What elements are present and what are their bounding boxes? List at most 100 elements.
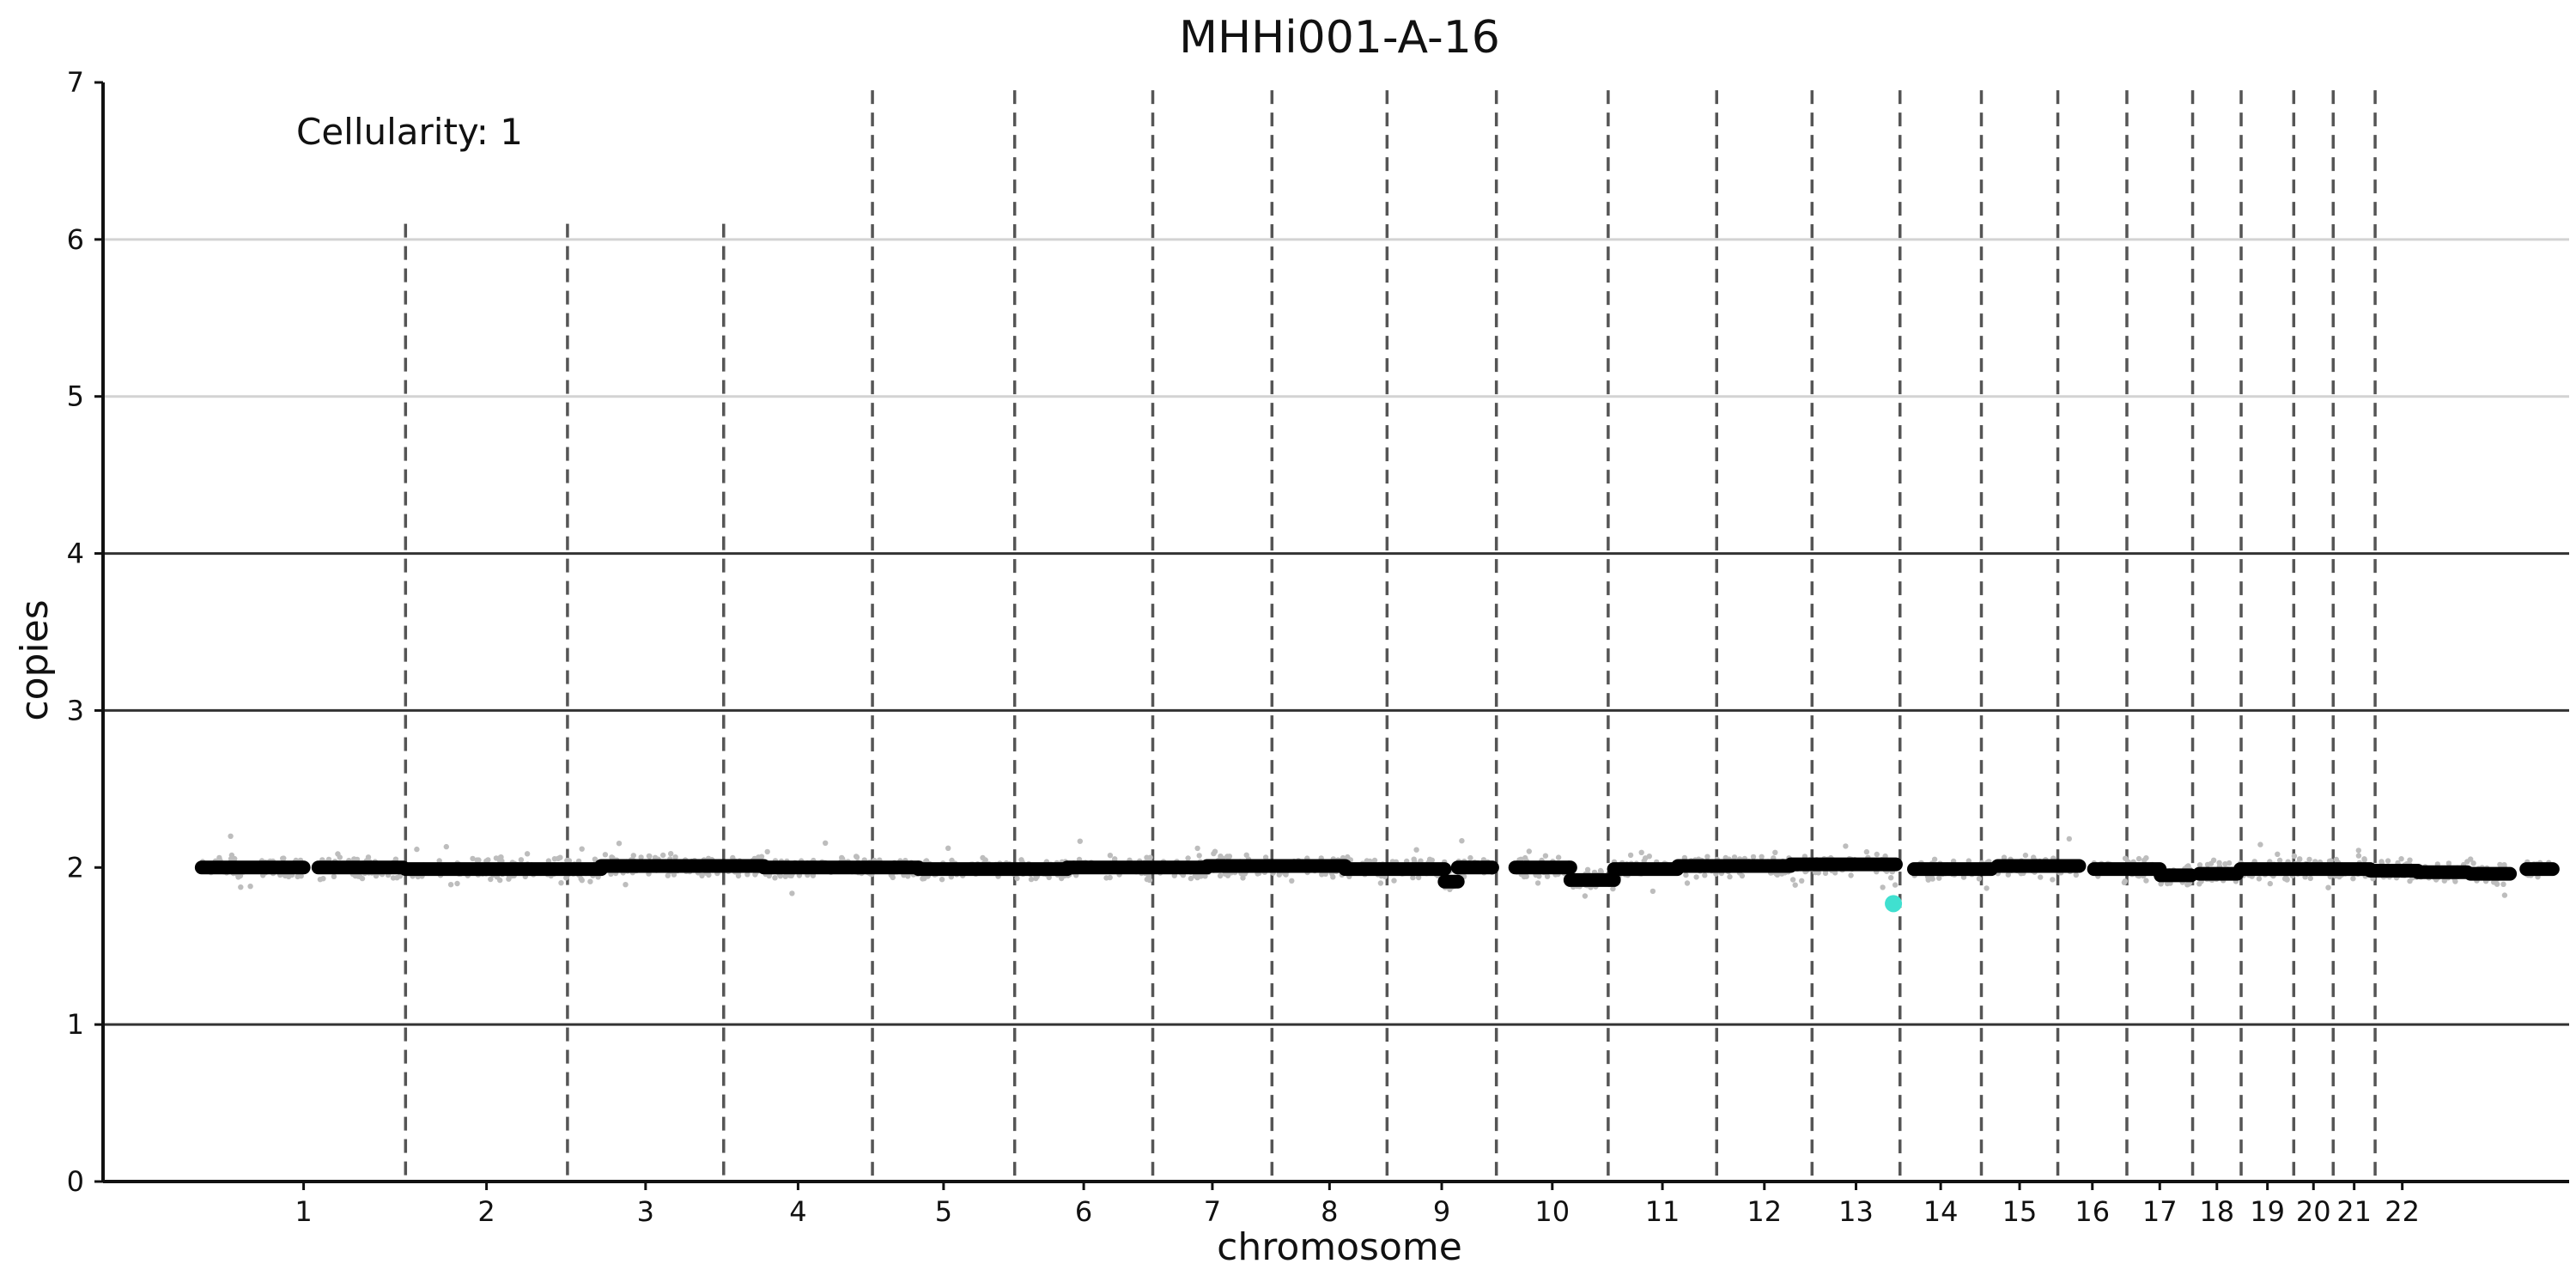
bin-point <box>1931 856 1938 862</box>
bin-point <box>238 884 244 890</box>
bin-point <box>1377 880 1384 886</box>
bin-point <box>2275 851 2281 857</box>
x-tick-label: 15 <box>2002 1195 2038 1228</box>
bin-point <box>1627 852 1634 859</box>
bin-point <box>414 846 420 853</box>
bin-point <box>320 876 326 882</box>
x-tick-label: 6 <box>1075 1195 1092 1228</box>
bin-point <box>1888 875 1894 881</box>
reference-lines <box>103 238 2569 1026</box>
bin-point <box>1146 877 1153 884</box>
bin-point <box>672 854 678 860</box>
bin-point <box>228 833 234 839</box>
bin-point <box>2196 862 2203 868</box>
bin-point <box>2121 879 2128 886</box>
bin-point <box>1289 878 1295 884</box>
bin-point <box>646 853 653 860</box>
bin-point <box>1224 872 1231 878</box>
bin-point <box>397 873 404 879</box>
bin-point <box>630 853 636 859</box>
bin-point <box>2073 872 2079 878</box>
bin-point <box>752 872 758 878</box>
bin-point <box>2470 860 2476 866</box>
bin-point <box>789 890 795 896</box>
bin-point <box>1792 882 1798 888</box>
x-tick-label: 18 <box>2199 1195 2234 1228</box>
x-tick-label: 5 <box>935 1195 952 1228</box>
bin-point <box>2276 857 2283 864</box>
bin-point <box>744 872 750 878</box>
bin-point <box>2398 856 2404 862</box>
bin-point <box>1198 873 1204 879</box>
bin-point <box>281 855 287 861</box>
chart-title: MHHi001-A-16 <box>1179 12 1500 64</box>
bin-point <box>497 877 503 884</box>
bin-point <box>766 872 772 879</box>
bin-point <box>823 840 829 846</box>
y-tick-label: 5 <box>67 380 84 413</box>
bin-point <box>1544 873 1551 879</box>
bin-point <box>1936 875 1942 881</box>
bin-point <box>1984 885 1990 891</box>
x-tick-label: 20 <box>2296 1195 2331 1228</box>
bin-point <box>2355 853 2362 859</box>
bin-point <box>2492 879 2498 885</box>
bin-point <box>1077 838 1084 844</box>
bin-point <box>890 874 896 881</box>
bin-point <box>447 882 454 888</box>
bin-point <box>488 876 494 883</box>
bin-point <box>2307 875 2313 882</box>
y-tick-label: 4 <box>67 538 84 570</box>
bin-point <box>1643 855 1649 861</box>
bin-point <box>564 857 570 864</box>
x-tick-label: 2 <box>477 1195 495 1228</box>
x-tick-label: 1 <box>295 1195 312 1228</box>
bin-point <box>1638 849 1644 855</box>
bin-point <box>982 857 988 863</box>
bin-point <box>2208 860 2215 866</box>
bin-point <box>1772 849 1778 855</box>
bin-point <box>602 852 609 858</box>
x-tick-label: 10 <box>1534 1195 1570 1228</box>
bin-point <box>1536 873 1542 879</box>
bin-point <box>1863 848 1870 855</box>
bin-point <box>1059 875 1065 882</box>
bin-point <box>1976 876 1983 882</box>
bin-point <box>1103 875 1109 881</box>
bin-point <box>638 854 644 860</box>
bin-point <box>1610 885 1616 892</box>
y-tick-label: 0 <box>67 1165 84 1198</box>
bin-point <box>2022 852 2029 859</box>
bin-point <box>1014 875 1020 882</box>
bin-point <box>1028 876 1035 883</box>
bin-point <box>1759 854 1765 860</box>
highlight-points <box>1885 895 1903 913</box>
bin-point <box>1892 882 1899 888</box>
highlight-point-chr12 <box>1885 895 1903 913</box>
bin-point <box>498 854 504 860</box>
bin-point <box>1391 878 1397 884</box>
bin-point <box>1702 872 1708 878</box>
x-tick-label: 4 <box>789 1195 806 1228</box>
bin-point <box>1211 850 1217 857</box>
bin-point <box>524 851 531 857</box>
bin-point <box>2038 874 2044 880</box>
bin-point <box>557 854 563 860</box>
bin-point <box>623 882 629 888</box>
x-tick-labels: 1 2 3 4 5 6 7 8 9 10 11 12 13 14 15 16 17 18 19 20 21 22 <box>295 1182 2420 1228</box>
bin-point <box>1330 874 1336 880</box>
bin-point <box>939 876 945 883</box>
bin-point <box>337 854 343 860</box>
bin-point <box>286 873 292 880</box>
bin-point <box>1582 893 1589 899</box>
bin-point <box>854 854 860 860</box>
bin-point <box>436 858 442 864</box>
bin-point <box>2291 853 2298 860</box>
bin-point <box>2407 878 2413 884</box>
bin-point <box>454 880 460 887</box>
bin-point <box>1739 872 1746 879</box>
bin-point <box>331 873 337 879</box>
x-tick-label: 14 <box>1923 1195 1959 1228</box>
bin-point <box>587 878 593 884</box>
bin-point <box>2407 857 2413 863</box>
